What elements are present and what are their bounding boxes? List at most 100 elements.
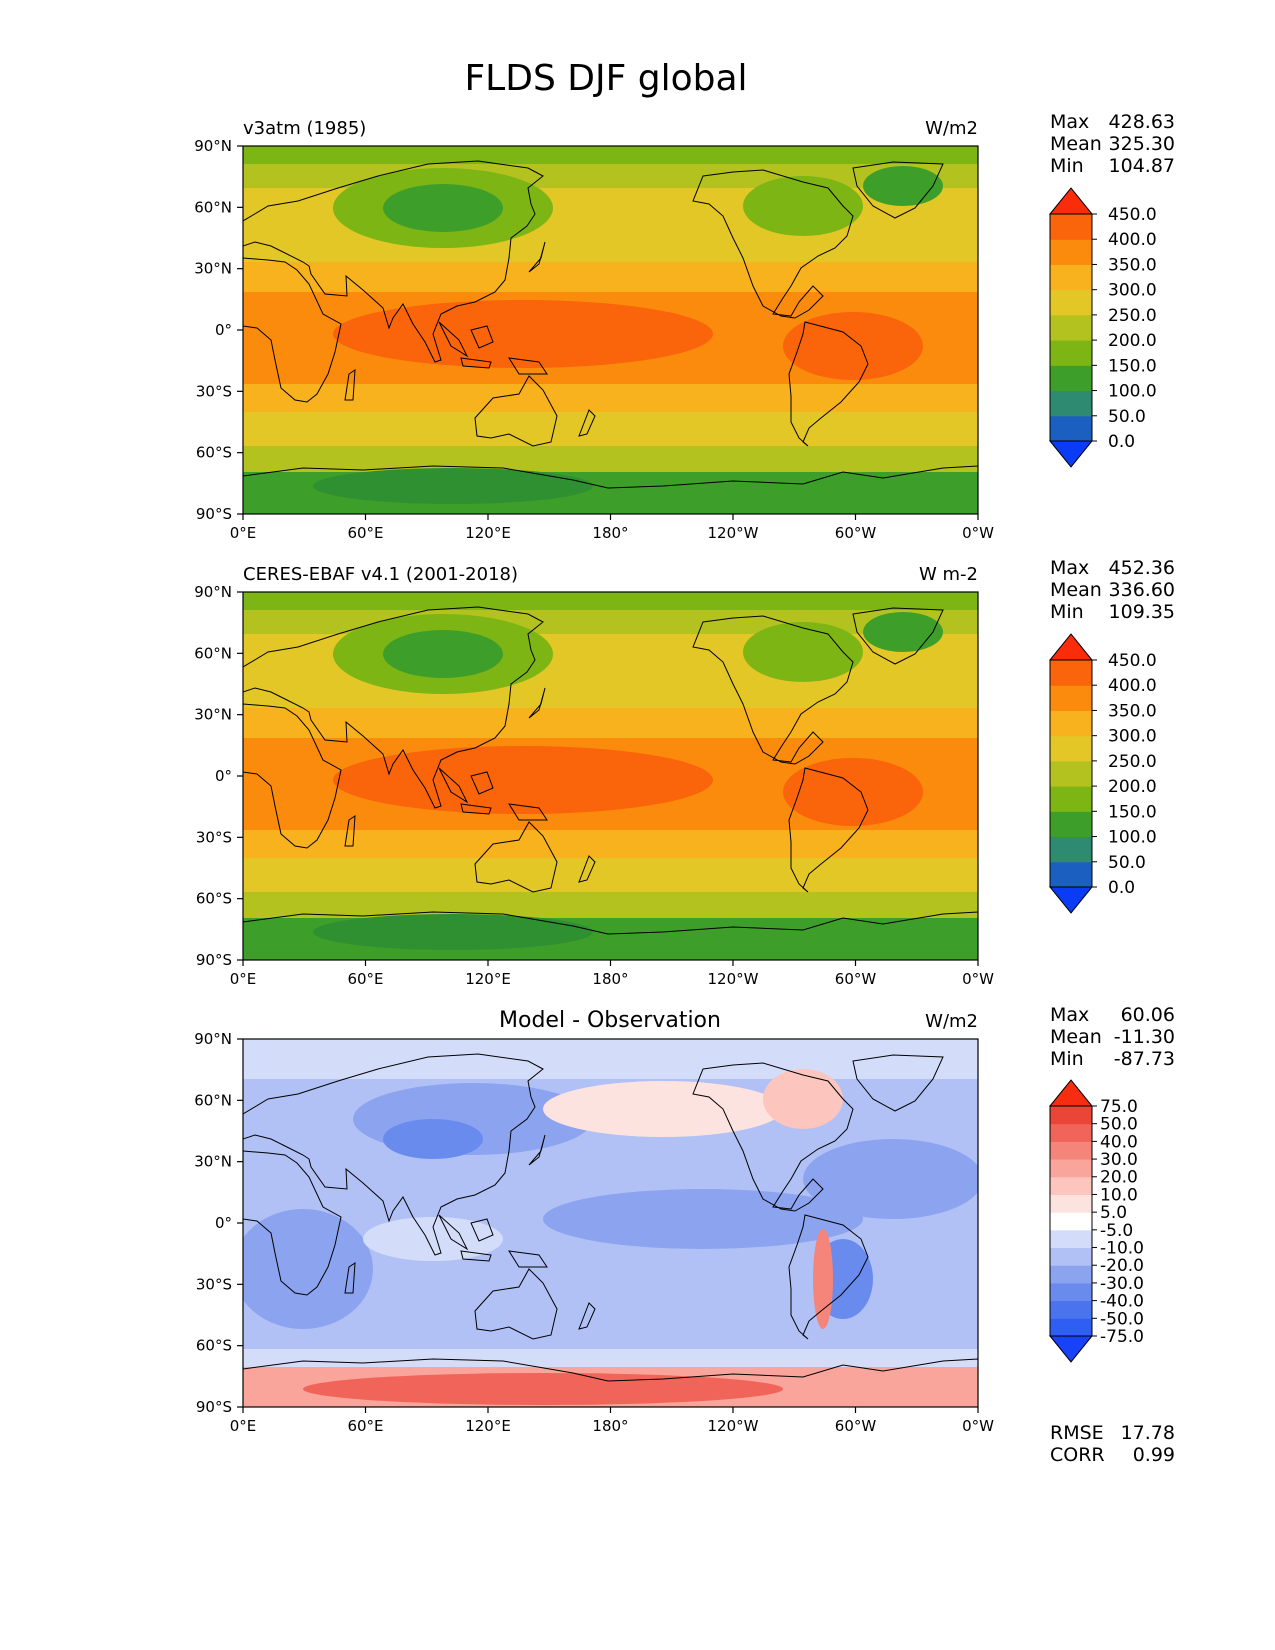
colorbar-frame xyxy=(1049,659,1093,888)
stat-min-label: Min xyxy=(1050,601,1084,623)
colorbar-frame xyxy=(1049,213,1093,442)
stats-block: Max 60.06 Mean -11.30 Min -87.73 xyxy=(1050,1004,1175,1070)
y-tick-label: 60°N xyxy=(194,1091,232,1109)
colorbar-segment xyxy=(1050,365,1092,392)
y-tick-label: 0° xyxy=(215,767,232,785)
colorbar-segment xyxy=(1050,836,1092,863)
colorbar-segment xyxy=(1050,1265,1092,1284)
colorbar-tick-label: 250.0 xyxy=(1108,306,1157,326)
colorbar-tick-label: 0.0 xyxy=(1108,878,1135,898)
colorbar-segment xyxy=(1050,710,1092,737)
panel-units: W/m2 xyxy=(925,1011,978,1032)
map-field-model xyxy=(243,146,978,514)
colorbar-tick-label: 0.0 xyxy=(1108,432,1135,452)
stats-block: Max 428.63 Mean 325.30 Min 104.87 xyxy=(1050,111,1175,177)
skill-scores: RMSE 17.78 CORR 0.99 xyxy=(1050,1422,1175,1466)
x-tick-label: 180° xyxy=(592,970,628,988)
x-tick-label: 0°W xyxy=(962,524,994,542)
colorbar-tick-label: 10.0 xyxy=(1100,1185,1138,1205)
y-tick-label: 60°S xyxy=(196,444,232,462)
colorbar-segment xyxy=(1050,735,1092,762)
colorbar-tick-label: -30.0 xyxy=(1100,1274,1144,1294)
colorbar-tick-label: 400.0 xyxy=(1108,230,1157,250)
colorbar-tick-label: 350.0 xyxy=(1108,701,1157,721)
colorbar-extension-max xyxy=(1048,187,1094,215)
colorbar-tick-label: 200.0 xyxy=(1108,777,1157,797)
colorbar-tick-label: 300.0 xyxy=(1108,281,1157,301)
y-tick-label: 90°N xyxy=(194,583,232,601)
colorbar-segment xyxy=(1050,786,1092,812)
panel-model: v3atm (1985) W/m2 90°N 60°N 30°N 0° 30°S 60°S… xyxy=(194,118,994,542)
colorbar-segment xyxy=(1050,1106,1092,1125)
colorbar-tick-label: -50.0 xyxy=(1100,1309,1144,1329)
colorbar-segment xyxy=(1050,1247,1092,1266)
x-tick-label: 60°E xyxy=(347,1417,383,1435)
colorbar-tick-label: -10.0 xyxy=(1100,1238,1144,1258)
y-tick-label: 90°N xyxy=(194,1030,232,1048)
x-tick-label: 120°E xyxy=(465,970,511,988)
colorbar-tick-label: 30.0 xyxy=(1100,1150,1138,1170)
colorbar-tick-label: -20.0 xyxy=(1100,1256,1144,1276)
y-axis: 90°N 60°N 30°N 0° 30°S 60°S 90°S xyxy=(194,1030,243,1416)
colorbar-segment xyxy=(1050,1194,1092,1213)
stat-min-value: 104.87 xyxy=(1109,155,1175,177)
stat-mean-value: -11.30 xyxy=(1114,1026,1175,1048)
colorbar-segment xyxy=(1050,1141,1092,1160)
panel-left-title: v3atm (1985) xyxy=(243,118,366,139)
panel-units: W/m2 xyxy=(925,118,978,139)
x-tick-label: 120°W xyxy=(708,970,759,988)
colorbar-extension-min xyxy=(1048,886,1094,914)
colorbar-segment xyxy=(1050,685,1092,711)
y-axis: 90°N 60°N 30°N 0° 30°S 60°S 90°S xyxy=(194,137,243,523)
colorbar-tick-label: 40.0 xyxy=(1100,1132,1138,1152)
x-axis: 0°E 60°E 120°E 180° 120°W 60°W 0°W xyxy=(230,960,994,988)
colorbar-segment xyxy=(1050,811,1092,838)
stat-max-label: Max xyxy=(1050,111,1089,133)
colorbar-segment xyxy=(1050,1212,1092,1231)
y-tick-label: 0° xyxy=(215,321,232,339)
x-tick-label: 60°E xyxy=(347,524,383,542)
colorbar-segment xyxy=(1050,861,1092,888)
colorbar-segment xyxy=(1050,264,1092,291)
corr-label: CORR xyxy=(1050,1444,1105,1466)
y-tick-label: 90°S xyxy=(196,1398,232,1416)
stat-max-value: 452.36 xyxy=(1109,557,1175,579)
x-tick-label: 60°E xyxy=(347,970,383,988)
x-axis: 0°E 60°E 120°E 180° 120°W 60°W 0°W xyxy=(230,514,994,542)
x-tick-label: 120°W xyxy=(708,524,759,542)
panel-difference: Model - Observation W/m2 90°N 60°N 30°N 0° 3… xyxy=(194,1008,994,1435)
panel-units: W m-2 xyxy=(919,564,978,585)
y-tick-label: 30°S xyxy=(196,1275,232,1293)
x-tick-label: 180° xyxy=(592,1417,628,1435)
colorbar-extension-max xyxy=(1048,633,1094,661)
colorbar-segment xyxy=(1050,415,1092,442)
stat-min-value: -87.73 xyxy=(1114,1048,1175,1070)
colorbar-extension-min xyxy=(1048,440,1094,468)
y-tick-label: 30°S xyxy=(196,828,232,846)
stats-block: Max 452.36 Mean 336.60 Min 109.35 xyxy=(1050,557,1175,623)
rmse-value: 17.78 xyxy=(1121,1422,1175,1444)
panel-center-title: Model - Observation xyxy=(499,1008,721,1033)
colorbar-segment xyxy=(1050,1176,1092,1195)
colorbar-tick-label: -75.0 xyxy=(1100,1327,1144,1347)
corr-value: 0.99 xyxy=(1133,1444,1175,1466)
colorbar-tick-label: 5.0 xyxy=(1100,1203,1127,1223)
colorbar-tick-label: -40.0 xyxy=(1100,1292,1144,1312)
y-tick-label: 60°S xyxy=(196,1337,232,1355)
x-tick-label: 120°W xyxy=(708,1417,759,1435)
stat-max-value: 428.63 xyxy=(1109,111,1175,133)
colorbar-tick-label: 150.0 xyxy=(1108,802,1157,822)
colorbar-tick-label: 20.0 xyxy=(1100,1168,1138,1188)
colorbar-tick-label: 400.0 xyxy=(1108,676,1157,696)
colorbar-model: 0.0 50.0 100.0 150.0 200.0 250.0 300.0 350.0 400… xyxy=(1048,187,1157,468)
stat-max-label: Max xyxy=(1050,557,1089,579)
colorbar-tick-label: 50.0 xyxy=(1100,1115,1138,1135)
y-tick-label: 30°S xyxy=(196,382,232,400)
stat-min-value: 109.35 xyxy=(1109,601,1175,623)
y-tick-label: 30°N xyxy=(194,1153,232,1171)
colorbar-tick-label: 450.0 xyxy=(1108,205,1157,225)
x-tick-label: 60°W xyxy=(835,1417,877,1435)
colorbar-segment xyxy=(1050,239,1092,265)
x-tick-label: 0°E xyxy=(230,524,257,542)
colorbar-tick-label: 300.0 xyxy=(1108,727,1157,747)
